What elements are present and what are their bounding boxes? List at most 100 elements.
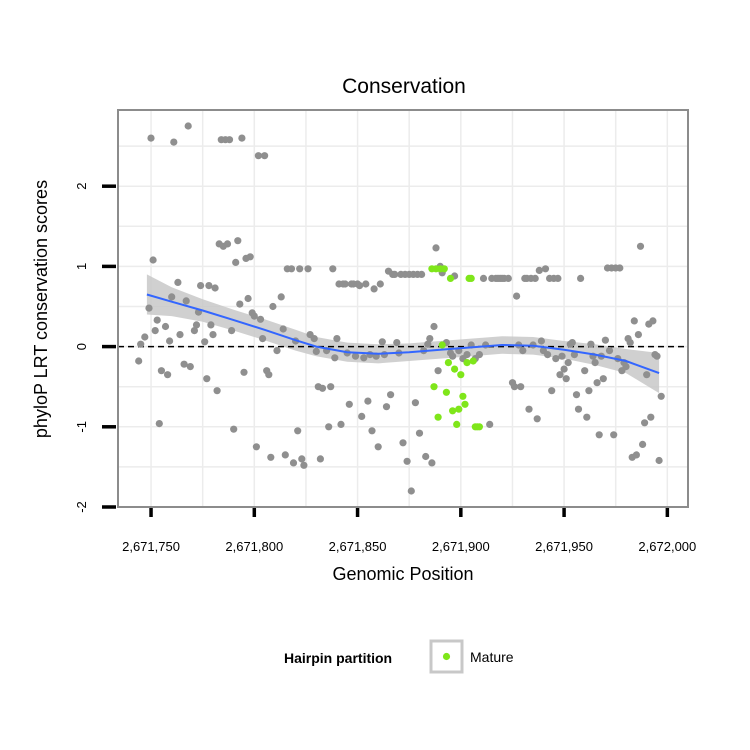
point-other [430, 322, 438, 331]
point-other [287, 265, 296, 273]
point-other [184, 122, 192, 130]
point-other [393, 339, 401, 347]
y-axis-title: phyloP LRT conservation scores [31, 180, 51, 438]
point-other [407, 487, 415, 495]
point-mature [440, 265, 448, 273]
point-other [548, 387, 556, 395]
point-other [605, 347, 614, 355]
point-other [510, 383, 519, 391]
point-other [531, 274, 539, 282]
legend-label-mature: Mature [470, 649, 514, 665]
point-other [269, 302, 277, 311]
point-other [236, 300, 244, 308]
point-other [562, 375, 570, 383]
point-other [382, 403, 391, 411]
point-other [577, 274, 585, 282]
point-other [157, 367, 165, 375]
point-other [655, 456, 663, 465]
point-other [170, 138, 178, 146]
point-other [636, 242, 645, 250]
point-other [552, 355, 560, 363]
point-mature [446, 274, 455, 282]
point-other [403, 457, 411, 465]
point-other [164, 371, 172, 379]
point-other [622, 363, 630, 371]
point-other [387, 391, 395, 399]
point-other [525, 405, 533, 413]
point-other [234, 237, 242, 245]
point-other [558, 352, 566, 360]
y-tick-label: 2 [74, 183, 89, 190]
point-other [213, 387, 221, 395]
point-other [649, 317, 657, 325]
point-other [475, 351, 483, 359]
axes: 2,671,750 2,671,800 2,671,850 2,671,900 2,67… [74, 183, 696, 554]
point-other [482, 341, 490, 349]
point-other [166, 337, 174, 345]
point-other [517, 383, 525, 391]
point-other [186, 363, 194, 371]
point-mature [475, 423, 483, 431]
smooth-confidence-band-layer [146, 274, 660, 394]
point-other [657, 392, 665, 400]
point-other [149, 256, 157, 264]
chart-title: Conservation [342, 75, 466, 98]
point-other [634, 331, 643, 339]
point-other [312, 347, 320, 355]
point-mature [461, 400, 469, 408]
point-other [568, 339, 576, 347]
point-other [626, 339, 634, 347]
point-other [228, 327, 236, 335]
point-mature [463, 359, 471, 367]
point-other [147, 134, 155, 142]
legend-title: Hairpin partition [284, 650, 392, 666]
point-other [560, 365, 568, 373]
point-other [201, 338, 209, 346]
point-other [428, 459, 436, 467]
point-other [434, 367, 442, 375]
point-other [310, 335, 318, 343]
point-mature [453, 420, 461, 428]
point-other [180, 360, 188, 368]
point-other [399, 439, 407, 447]
point-other [316, 455, 324, 463]
point-other [240, 368, 248, 376]
point-other [533, 415, 541, 423]
point-mature [449, 407, 457, 415]
point-other [246, 253, 254, 261]
point-other [599, 375, 607, 383]
point-other [318, 384, 327, 392]
point-other [519, 347, 527, 355]
point-other [411, 399, 419, 407]
point-mature [459, 392, 467, 400]
point-other [556, 371, 564, 379]
point-other [294, 427, 302, 435]
point-other [486, 420, 494, 428]
point-mature [438, 341, 446, 349]
point-other [424, 340, 432, 348]
point-other [376, 280, 384, 288]
point-other [537, 337, 546, 345]
point-other [151, 327, 159, 335]
point-other [541, 265, 550, 273]
point-other [583, 413, 591, 421]
x-axis-title: Genomic Position [332, 564, 473, 584]
point-other [230, 425, 238, 433]
point-other [277, 293, 285, 301]
point-other [176, 331, 184, 339]
legend: Hairpin partition Mature [284, 639, 514, 674]
point-other [616, 264, 624, 272]
point-other [209, 331, 217, 339]
x-tick-label: 2,671,950 [535, 539, 593, 554]
point-other [513, 292, 521, 300]
x-tick-label: 2,671,800 [225, 539, 283, 554]
point-other [289, 459, 298, 467]
y-tick-label: -1 [74, 421, 89, 433]
point-other [141, 333, 149, 341]
point-other [587, 340, 595, 348]
point-other [591, 359, 599, 367]
point-other [261, 152, 269, 160]
point-other [244, 294, 252, 303]
point-other [593, 379, 601, 387]
point-other [254, 152, 262, 160]
